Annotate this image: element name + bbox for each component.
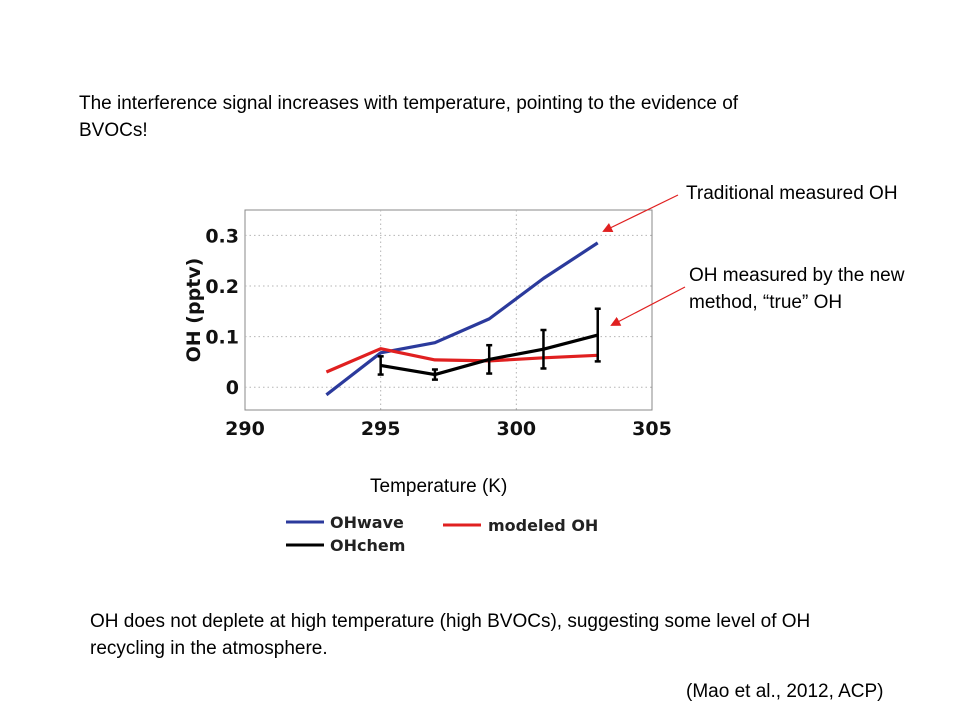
y-tick-label: 0.1 [205, 327, 239, 349]
callout-new-line1: OH measured by the new [689, 265, 905, 286]
callout-traditional: Traditional measured OH [686, 183, 898, 204]
x-tick-label: 295 [361, 418, 401, 440]
series-line-ohwave [325, 241, 599, 397]
conclusion-text: OH does not deplete at high temperature … [90, 611, 811, 659]
legend-label-ohwave: OHwave [330, 513, 404, 532]
y-tick-label: 0.2 [205, 276, 239, 298]
callout-arrow-traditional [602, 194, 679, 232]
callout-new-method: OH measured by the new method, “true” OH [689, 262, 959, 316]
x-axis-label: Temperature (K) [370, 476, 508, 497]
series-line-modeled-oh [325, 347, 598, 374]
legend: OHwave modeled OH OHchem [286, 513, 598, 555]
y-tick-label: 0 [226, 377, 239, 399]
plot-area [244, 209, 653, 411]
callout-arrow-new [610, 286, 686, 326]
series-group [325, 241, 601, 397]
y-axis-label: OH (pptv) [183, 258, 205, 363]
x-tick-label: 300 [496, 418, 536, 440]
x-tick-label: 305 [632, 418, 672, 440]
intro-text: The interference signal increases with t… [79, 93, 739, 141]
legend-label-modeled: modeled OH [488, 516, 598, 535]
callout-new-line2: method, “true” OH [689, 292, 843, 313]
legend-label-ohchem: OHchem [330, 536, 405, 555]
citation: (Mao et al., 2012, ACP) [686, 681, 884, 702]
tick-labels: 290 295 300 305 0 0.1 0.2 0.3 [205, 225, 672, 440]
y-tick-label: 0.3 [205, 225, 239, 247]
x-tick-label: 290 [225, 418, 265, 440]
